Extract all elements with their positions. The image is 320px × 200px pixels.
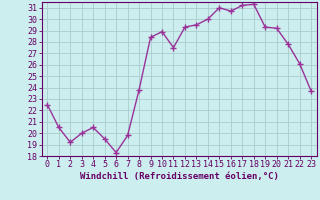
X-axis label: Windchill (Refroidissement éolien,°C): Windchill (Refroidissement éolien,°C): [80, 172, 279, 181]
